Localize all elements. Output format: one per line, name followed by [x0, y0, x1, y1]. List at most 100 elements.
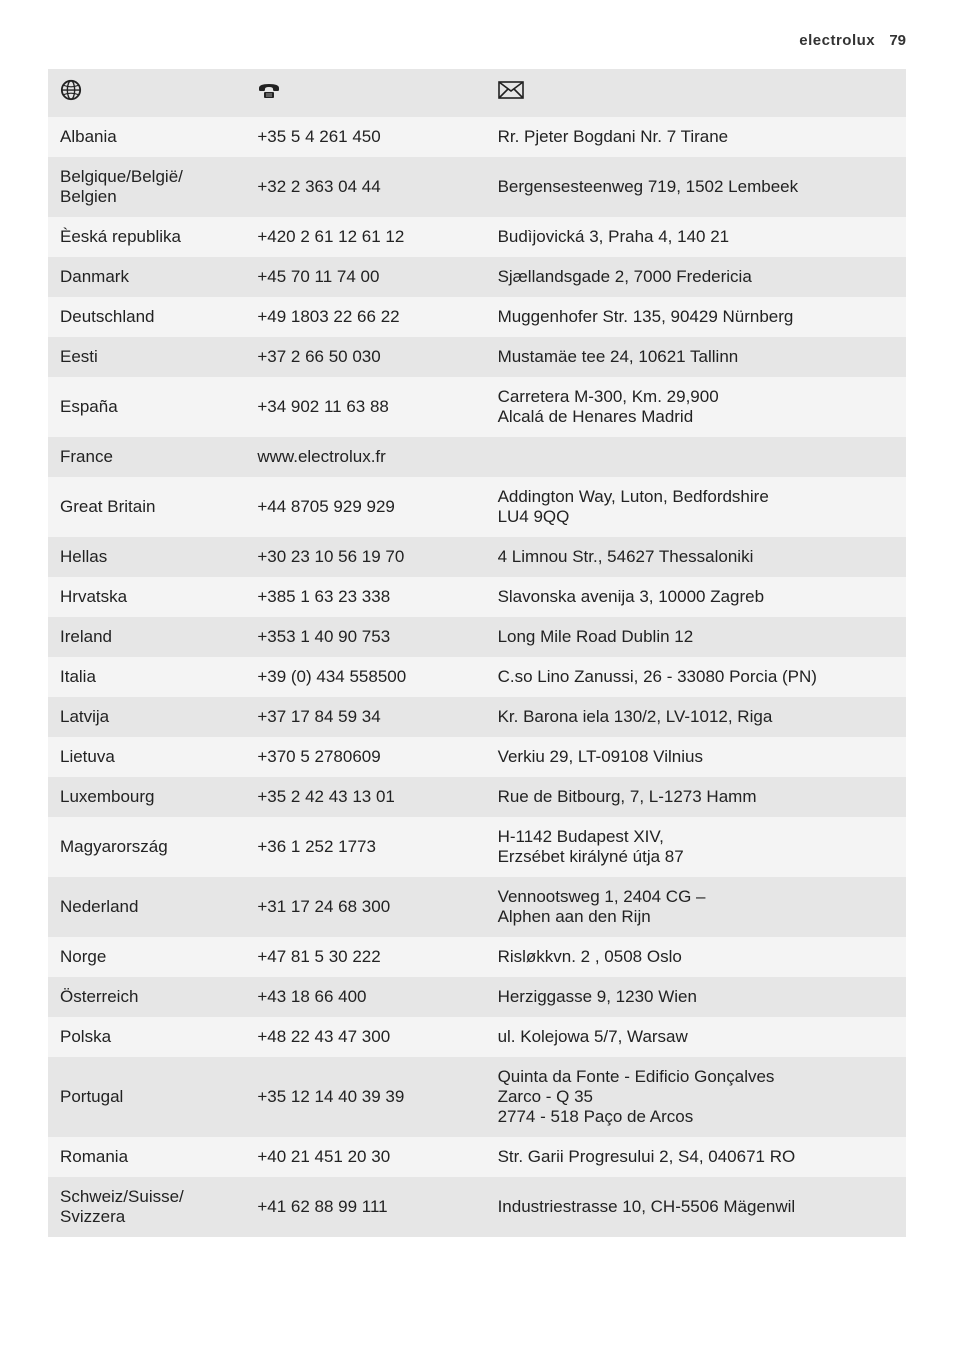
country-cell: Danmark [48, 257, 245, 297]
table-row: Schweiz/Suisse/ Svizzera+41 62 88 99 111… [48, 1177, 906, 1237]
envelope-icon [498, 81, 524, 105]
address-cell: 4 Limnou Str., 54627 Thessaloniki [486, 537, 906, 577]
table-row: Norge+47 81 5 30 222Risløkkvn. 2 , 0508 … [48, 937, 906, 977]
address-cell: Risløkkvn. 2 , 0508 Oslo [486, 937, 906, 977]
table-row: Belgique/België/ Belgien+32 2 363 04 44B… [48, 157, 906, 217]
phone-cell: +420 2 61 12 61 12 [245, 217, 485, 257]
table-row: Portugal+35 12 14 40 39 39Quinta da Font… [48, 1057, 906, 1137]
phone-cell: +39 (0) 434 558500 [245, 657, 485, 697]
address-cell: Slavonska avenija 3, 10000 Zagreb [486, 577, 906, 617]
country-cell: Portugal [48, 1057, 245, 1137]
phone-cell: www.electrolux.fr [245, 437, 485, 477]
address-cell: Rue de Bitbourg, 7, L-1273 Hamm [486, 777, 906, 817]
country-cell: France [48, 437, 245, 477]
phone-cell: +35 12 14 40 39 39 [245, 1057, 485, 1137]
table-row: Albania+35 5 4 261 450Rr. Pjeter Bogdani… [48, 117, 906, 157]
address-cell: Muggenhofer Str. 135, 90429 Nürnberg [486, 297, 906, 337]
table-row: Latvija+37 17 84 59 34Kr. Barona iela 13… [48, 697, 906, 737]
address-cell: Kr. Barona iela 130/2, LV-1012, Riga [486, 697, 906, 737]
table-row: Nederland+31 17 24 68 300Vennootsweg 1, … [48, 877, 906, 937]
address-cell: C.so Lino Zanussi, 26 - 33080 Porcia (PN… [486, 657, 906, 697]
table-row: Romania+40 21 451 20 30Str. Garii Progre… [48, 1137, 906, 1177]
phone-cell: +37 2 66 50 030 [245, 337, 485, 377]
country-cell: Deutschland [48, 297, 245, 337]
table-row: Magyarország+36 1 252 1773H-1142 Budapes… [48, 817, 906, 877]
address-cell: Quinta da Fonte - Edificio Gonçalves Zar… [486, 1057, 906, 1137]
address-column-header [486, 69, 906, 117]
country-cell: Norge [48, 937, 245, 977]
country-column-header [48, 69, 245, 117]
table-row: Hrvatska+385 1 63 23 338Slavonska avenij… [48, 577, 906, 617]
table-row: Polska+48 22 43 47 300ul. Kolejowa 5/7, … [48, 1017, 906, 1057]
table-row: Danmark+45 70 11 74 00Sjællandsgade 2, 7… [48, 257, 906, 297]
country-cell: Latvija [48, 697, 245, 737]
phone-cell: +353 1 40 90 753 [245, 617, 485, 657]
phone-cell: +32 2 363 04 44 [245, 157, 485, 217]
brand-label: electrolux [799, 32, 875, 49]
country-cell: Magyarország [48, 817, 245, 877]
address-cell: Addington Way, Luton, Bedfordshire LU4 9… [486, 477, 906, 537]
address-cell: ul. Kolejowa 5/7, Warsaw [486, 1017, 906, 1057]
address-cell: Industriestrasse 10, CH-5506 Mägenwil [486, 1177, 906, 1237]
phone-cell: +47 81 5 30 222 [245, 937, 485, 977]
country-cell: Romania [48, 1137, 245, 1177]
phone-cell: +49 1803 22 66 22 [245, 297, 485, 337]
country-cell: Eesti [48, 337, 245, 377]
phone-cell: +37 17 84 59 34 [245, 697, 485, 737]
page-number: 79 [889, 32, 906, 49]
phone-cell: +370 5 2780609 [245, 737, 485, 777]
address-cell: Sjællandsgade 2, 7000 Fredericia [486, 257, 906, 297]
table-row: Österreich+43 18 66 400Herziggasse 9, 12… [48, 977, 906, 1017]
phone-cell: +385 1 63 23 338 [245, 577, 485, 617]
address-cell: H-1142 Budapest XIV, Erzsébet királyné ú… [486, 817, 906, 877]
phone-cell: +31 17 24 68 300 [245, 877, 485, 937]
address-cell: Verkiu 29, LT-09108 Vilnius [486, 737, 906, 777]
country-cell: Albania [48, 117, 245, 157]
phone-icon [257, 80, 281, 106]
phone-cell: +43 18 66 400 [245, 977, 485, 1017]
table-row: Lietuva+370 5 2780609Verkiu 29, LT-09108… [48, 737, 906, 777]
country-cell: Hellas [48, 537, 245, 577]
page-header: electrolux 79 [48, 32, 906, 69]
contacts-table: Albania+35 5 4 261 450Rr. Pjeter Bogdani… [48, 69, 906, 1237]
phone-cell: +30 23 10 56 19 70 [245, 537, 485, 577]
country-cell: Lietuva [48, 737, 245, 777]
address-cell: Herziggasse 9, 1230 Wien [486, 977, 906, 1017]
table-row: Luxembourg+35 2 42 43 13 01Rue de Bitbou… [48, 777, 906, 817]
country-cell: Ireland [48, 617, 245, 657]
phone-cell: +40 21 451 20 30 [245, 1137, 485, 1177]
address-cell: Str. Garii Progresului 2, S4, 040671 RO [486, 1137, 906, 1177]
table-row: Great Britain+44 8705 929 929Addington W… [48, 477, 906, 537]
table-body: Albania+35 5 4 261 450Rr. Pjeter Bogdani… [48, 117, 906, 1237]
address-cell: Carretera M-300, Km. 29,900 Alcalá de He… [486, 377, 906, 437]
country-cell: Belgique/België/ Belgien [48, 157, 245, 217]
country-cell: Luxembourg [48, 777, 245, 817]
phone-cell: +48 22 43 47 300 [245, 1017, 485, 1057]
country-cell: Èeská republika [48, 217, 245, 257]
table-header-row [48, 69, 906, 117]
phone-cell: +45 70 11 74 00 [245, 257, 485, 297]
country-cell: Schweiz/Suisse/ Svizzera [48, 1177, 245, 1237]
address-cell: Budìjovická 3, Praha 4, 140 21 [486, 217, 906, 257]
country-cell: Österreich [48, 977, 245, 1017]
address-cell: Mustamäe tee 24, 10621 Tallinn [486, 337, 906, 377]
phone-cell: +36 1 252 1773 [245, 817, 485, 877]
address-cell: Bergensesteenweg 719, 1502 Lembeek [486, 157, 906, 217]
country-cell: Polska [48, 1017, 245, 1057]
phone-cell: +44 8705 929 929 [245, 477, 485, 537]
phone-cell: +35 5 4 261 450 [245, 117, 485, 157]
phone-cell: +35 2 42 43 13 01 [245, 777, 485, 817]
address-cell [486, 437, 906, 477]
country-cell: Nederland [48, 877, 245, 937]
country-cell: Italia [48, 657, 245, 697]
phone-cell: +34 902 11 63 88 [245, 377, 485, 437]
country-cell: Hrvatska [48, 577, 245, 617]
table-row: Èeská republika+420 2 61 12 61 12Budìjov… [48, 217, 906, 257]
country-cell: España [48, 377, 245, 437]
table-row: Deutschland+49 1803 22 66 22Muggenhofer … [48, 297, 906, 337]
table-row: Hellas+30 23 10 56 19 704 Limnou Str., 5… [48, 537, 906, 577]
table-row: Ireland+353 1 40 90 753Long Mile Road Du… [48, 617, 906, 657]
page: electrolux 79 [0, 0, 954, 1269]
table-row: Italia+39 (0) 434 558500C.so Lino Zanuss… [48, 657, 906, 697]
address-cell: Long Mile Road Dublin 12 [486, 617, 906, 657]
